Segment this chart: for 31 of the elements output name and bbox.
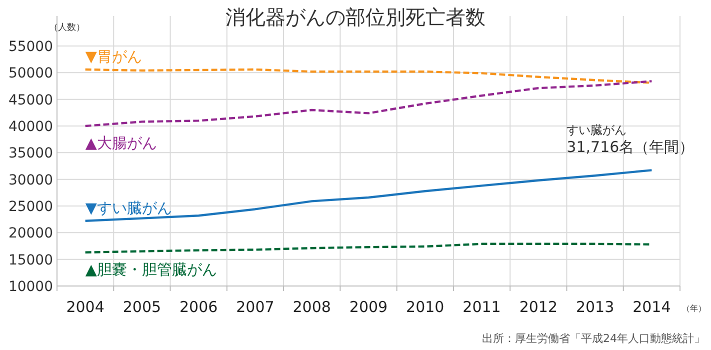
x-tick-label: 2004 xyxy=(66,298,104,316)
x-tick-label: 2008 xyxy=(292,298,331,316)
x-tick-label: 2010 xyxy=(406,298,444,316)
x-tick-label: 2005 xyxy=(122,298,162,316)
chart-title: 消化器がんの部位別死亡者数 xyxy=(226,5,486,29)
y-tick-label: 15000 xyxy=(8,252,53,268)
line-series xyxy=(84,169,653,222)
series-label: ▲胆嚢・胆管臓がん xyxy=(85,260,217,278)
x-tick-label: 2009 xyxy=(349,298,388,316)
y-tick-label: 50000 xyxy=(8,66,53,82)
y-tick-label: 30000 xyxy=(8,172,53,188)
x-tick-label: 2007 xyxy=(236,298,274,316)
x-axis-title: （年） xyxy=(682,304,706,313)
y-tick-label: 35000 xyxy=(8,146,53,162)
series-label: ▼胃がん xyxy=(85,47,142,66)
y-tick-label: 40000 xyxy=(8,119,53,135)
y-tick-label: 20000 xyxy=(8,226,53,242)
x-tick-label: 2013 xyxy=(576,298,614,316)
x-tick-label: 2012 xyxy=(519,298,558,316)
series-label: ▼すい臓がん xyxy=(85,198,172,217)
annotation: すい臓がん 31,716名（年間） xyxy=(566,123,694,156)
y-tick-label: 45000 xyxy=(8,92,53,108)
y-tick-label: 25000 xyxy=(8,199,53,215)
y-axis-title: （人数） xyxy=(49,22,85,33)
x-tick-label: 2006 xyxy=(179,298,218,316)
y-tick-label: 10000 xyxy=(8,279,53,295)
text: 出所：厚生労働省「平成24年人口動態統計」 xyxy=(482,332,705,345)
y-tick-label: 55000 xyxy=(8,39,53,55)
x-tick-label: 2014 xyxy=(632,298,671,316)
x-tick-label: 2011 xyxy=(462,298,501,316)
series-label: ▲大腸がん xyxy=(85,134,157,152)
